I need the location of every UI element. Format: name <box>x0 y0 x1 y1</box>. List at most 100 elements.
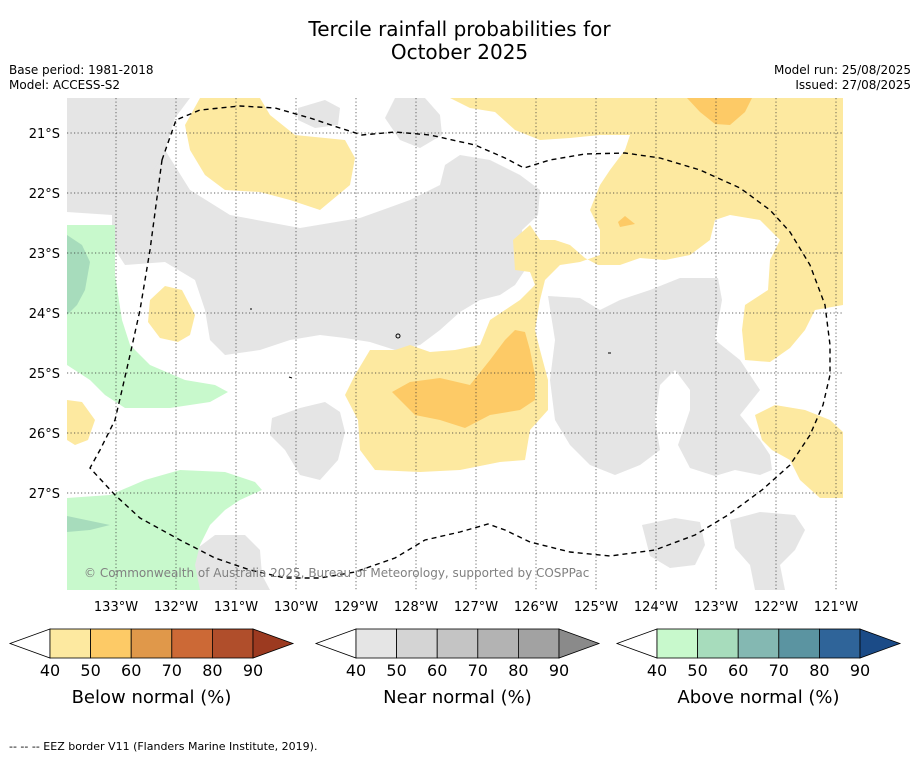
lon-label: 122°W <box>754 600 798 615</box>
colorbar-tick-label: 40 <box>40 661 60 680</box>
colorbar-extend-high <box>859 628 902 659</box>
colorbar-segment <box>518 628 560 659</box>
below-region-orange-centre <box>392 330 535 428</box>
colorbar-segment <box>211 628 254 659</box>
lon-label: 127°W <box>454 600 498 615</box>
near-region-south-middle <box>642 518 705 568</box>
lon-axis: 133°W 132°W 131°W 130°W 129°W 128°W 127°… <box>94 600 858 615</box>
below-region-west-edge <box>67 400 95 445</box>
lon-label: 130°W <box>274 600 318 615</box>
eez-border <box>89 105 831 579</box>
colorbar-title: Above normal (%) <box>677 687 839 708</box>
colorbar-tick-label: 50 <box>80 661 100 680</box>
colorbar-segment <box>697 628 739 659</box>
colorbar-tick-label: 50 <box>386 661 406 680</box>
near-region-east <box>548 278 772 476</box>
near-normal-regions <box>67 98 805 590</box>
copyright-text: © Commonwealth of Australia 2025, Bureau… <box>84 566 589 580</box>
colorbar-near: 40 50 60 70 80 90 Near normal (%) <box>314 628 601 708</box>
lon-label: 132°W <box>154 600 198 615</box>
colorbar-tick-label: 90 <box>850 661 870 680</box>
lat-label: 22°S <box>29 187 60 202</box>
colorbar-tick-label: 40 <box>346 661 366 680</box>
colorbar-tick-label: 50 <box>687 661 707 680</box>
above-region-west-dark <box>67 235 90 315</box>
meta-right: Model run: 25/08/2025 Issued: 27/08/2025 <box>774 63 911 93</box>
colorbar-segment <box>656 628 698 659</box>
below-region-orange-north <box>687 98 752 125</box>
near-region-west-strip <box>67 98 160 200</box>
model-name: Model: ACCESS-S2 <box>9 78 121 92</box>
lon-label: 131°W <box>214 600 258 615</box>
colorbar-extend-low <box>314 628 357 659</box>
colorbar-title: Near normal (%) <box>383 687 532 708</box>
colorbar-extend-high <box>558 628 601 659</box>
island-3 <box>395 333 401 339</box>
colorbar-tick-label: 70 <box>162 661 182 680</box>
colorbar-extend-low <box>8 628 51 659</box>
lat-label: 27°S <box>29 487 60 502</box>
lat-label: 26°S <box>29 427 60 442</box>
islands <box>250 308 611 379</box>
colorbar-tick-label: 60 <box>427 661 447 680</box>
colorbar-tick-label: 80 <box>508 661 528 680</box>
lat-axis: 21°S 22°S 23°S 24°S 25°S 26°S 27°S <box>29 127 60 502</box>
lat-label: 24°S <box>29 307 60 322</box>
colorbar-segment <box>171 628 213 659</box>
colorbar-tick-label: 60 <box>728 661 748 680</box>
near-region-south-east <box>730 512 805 590</box>
eez-footnote: -- -- -- EEZ border V11 (Flanders Marine… <box>9 740 318 753</box>
colorbar-segment <box>477 628 519 659</box>
colorbar-tick-label: 70 <box>769 661 789 680</box>
island-2 <box>288 376 293 379</box>
colorbar-title: Below normal (%) <box>72 687 232 708</box>
lon-label: 126°W <box>514 600 558 615</box>
colorbar-segment <box>396 628 438 659</box>
title-line-1: Tercile rainfall probabilities for <box>308 17 611 41</box>
base-period: Base period: 1981-2018 <box>9 63 154 77</box>
near-region-north-west <box>67 98 540 355</box>
below-region-west-blob <box>148 286 195 342</box>
colorbar-segment <box>436 628 479 659</box>
lon-label: 129°W <box>334 600 378 615</box>
map-plot-area: © Commonwealth of Australia 2025, Bureau… <box>67 98 843 590</box>
colorbar-below: 40 50 60 70 80 90 Below normal (%) <box>8 628 295 708</box>
colorbar-tick-label: 60 <box>121 661 141 680</box>
colorbar-segment <box>778 628 820 659</box>
above-region-west <box>67 225 228 408</box>
lon-label: 121°W <box>814 600 858 615</box>
below-normal-regions <box>67 98 843 498</box>
colorbar-extend-low <box>615 628 658 659</box>
colorbar-tick-label: 80 <box>202 661 222 680</box>
meta-left: Base period: 1981-2018 Model: ACCESS-S2 <box>9 63 154 93</box>
near-region-south-centre <box>270 402 345 480</box>
below-region-north-east <box>345 98 843 472</box>
lon-label: 123°W <box>694 600 738 615</box>
below-region-orange-small <box>618 216 635 227</box>
lon-label: 133°W <box>94 600 138 615</box>
model-run: Model run: 25/08/2025 <box>773 63 911 77</box>
colorbar-tick-label: 70 <box>468 661 488 680</box>
colorbar-tick-label: 40 <box>647 661 667 680</box>
graticule <box>67 98 843 590</box>
colorbar-extend-high <box>252 628 295 659</box>
issued-date: Issued: 27/08/2025 <box>795 78 911 92</box>
near-region-inner-blob <box>265 308 300 325</box>
colorbar-segment <box>819 628 861 659</box>
lon-label: 124°W <box>634 600 678 615</box>
above-region-south-west-dark <box>67 516 110 532</box>
lat-label: 23°S <box>29 247 60 262</box>
chart-title: Tercile rainfall probabilities for Octob… <box>0 18 919 64</box>
title-line-2: October 2025 <box>390 40 529 64</box>
colorbar-segment <box>355 628 397 659</box>
lon-label: 125°W <box>574 600 618 615</box>
colorbar-segment <box>90 628 132 659</box>
lon-label: 128°W <box>394 600 438 615</box>
colorbar-segment <box>49 628 91 659</box>
lat-label: 25°S <box>29 367 60 382</box>
lat-label: 21°S <box>29 127 60 142</box>
colorbars: 40 50 60 70 80 90 Below normal (%) 40 50 60 70 80 9… <box>8 628 902 708</box>
colorbar-tick-label: 80 <box>809 661 829 680</box>
colorbar-segment <box>737 628 780 659</box>
